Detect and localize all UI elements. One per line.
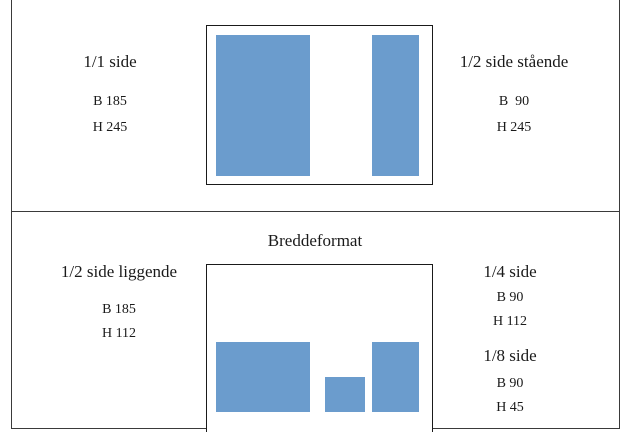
quarter-page-width: B 90 (496, 290, 524, 305)
quarter-page-title: 1/4 side (483, 262, 537, 281)
half-page-landscape-height: H 112 (101, 326, 137, 341)
eighth-page-width: B 90 (496, 376, 524, 391)
half-page-landscape-width: B 185 (102, 302, 136, 317)
half-page-landscape-block (216, 342, 310, 412)
quarter-page-block (372, 342, 419, 412)
half-page-landscape-title: 1/2 side liggende (60, 262, 178, 281)
half-page-portrait-title: 1/2 side stående (459, 52, 569, 71)
full-page-height: H 245 (92, 120, 128, 135)
half-page-portrait-block (372, 35, 419, 176)
wide-format-heading: Breddeformat (267, 231, 363, 250)
full-page-width: B 185 (93, 94, 127, 109)
quarter-page-height: H 112 (492, 314, 528, 329)
half-page-portrait-height: H 245 (496, 120, 532, 135)
eighth-page-height: H 45 (496, 400, 524, 415)
full-page-block (216, 35, 310, 176)
full-page-title: 1/1 side (83, 52, 137, 71)
section-divider (11, 211, 620, 212)
eighth-page-block (325, 377, 365, 412)
half-page-portrait-width: B 90 (498, 94, 530, 109)
eighth-page-title: 1/8 side (483, 346, 537, 365)
